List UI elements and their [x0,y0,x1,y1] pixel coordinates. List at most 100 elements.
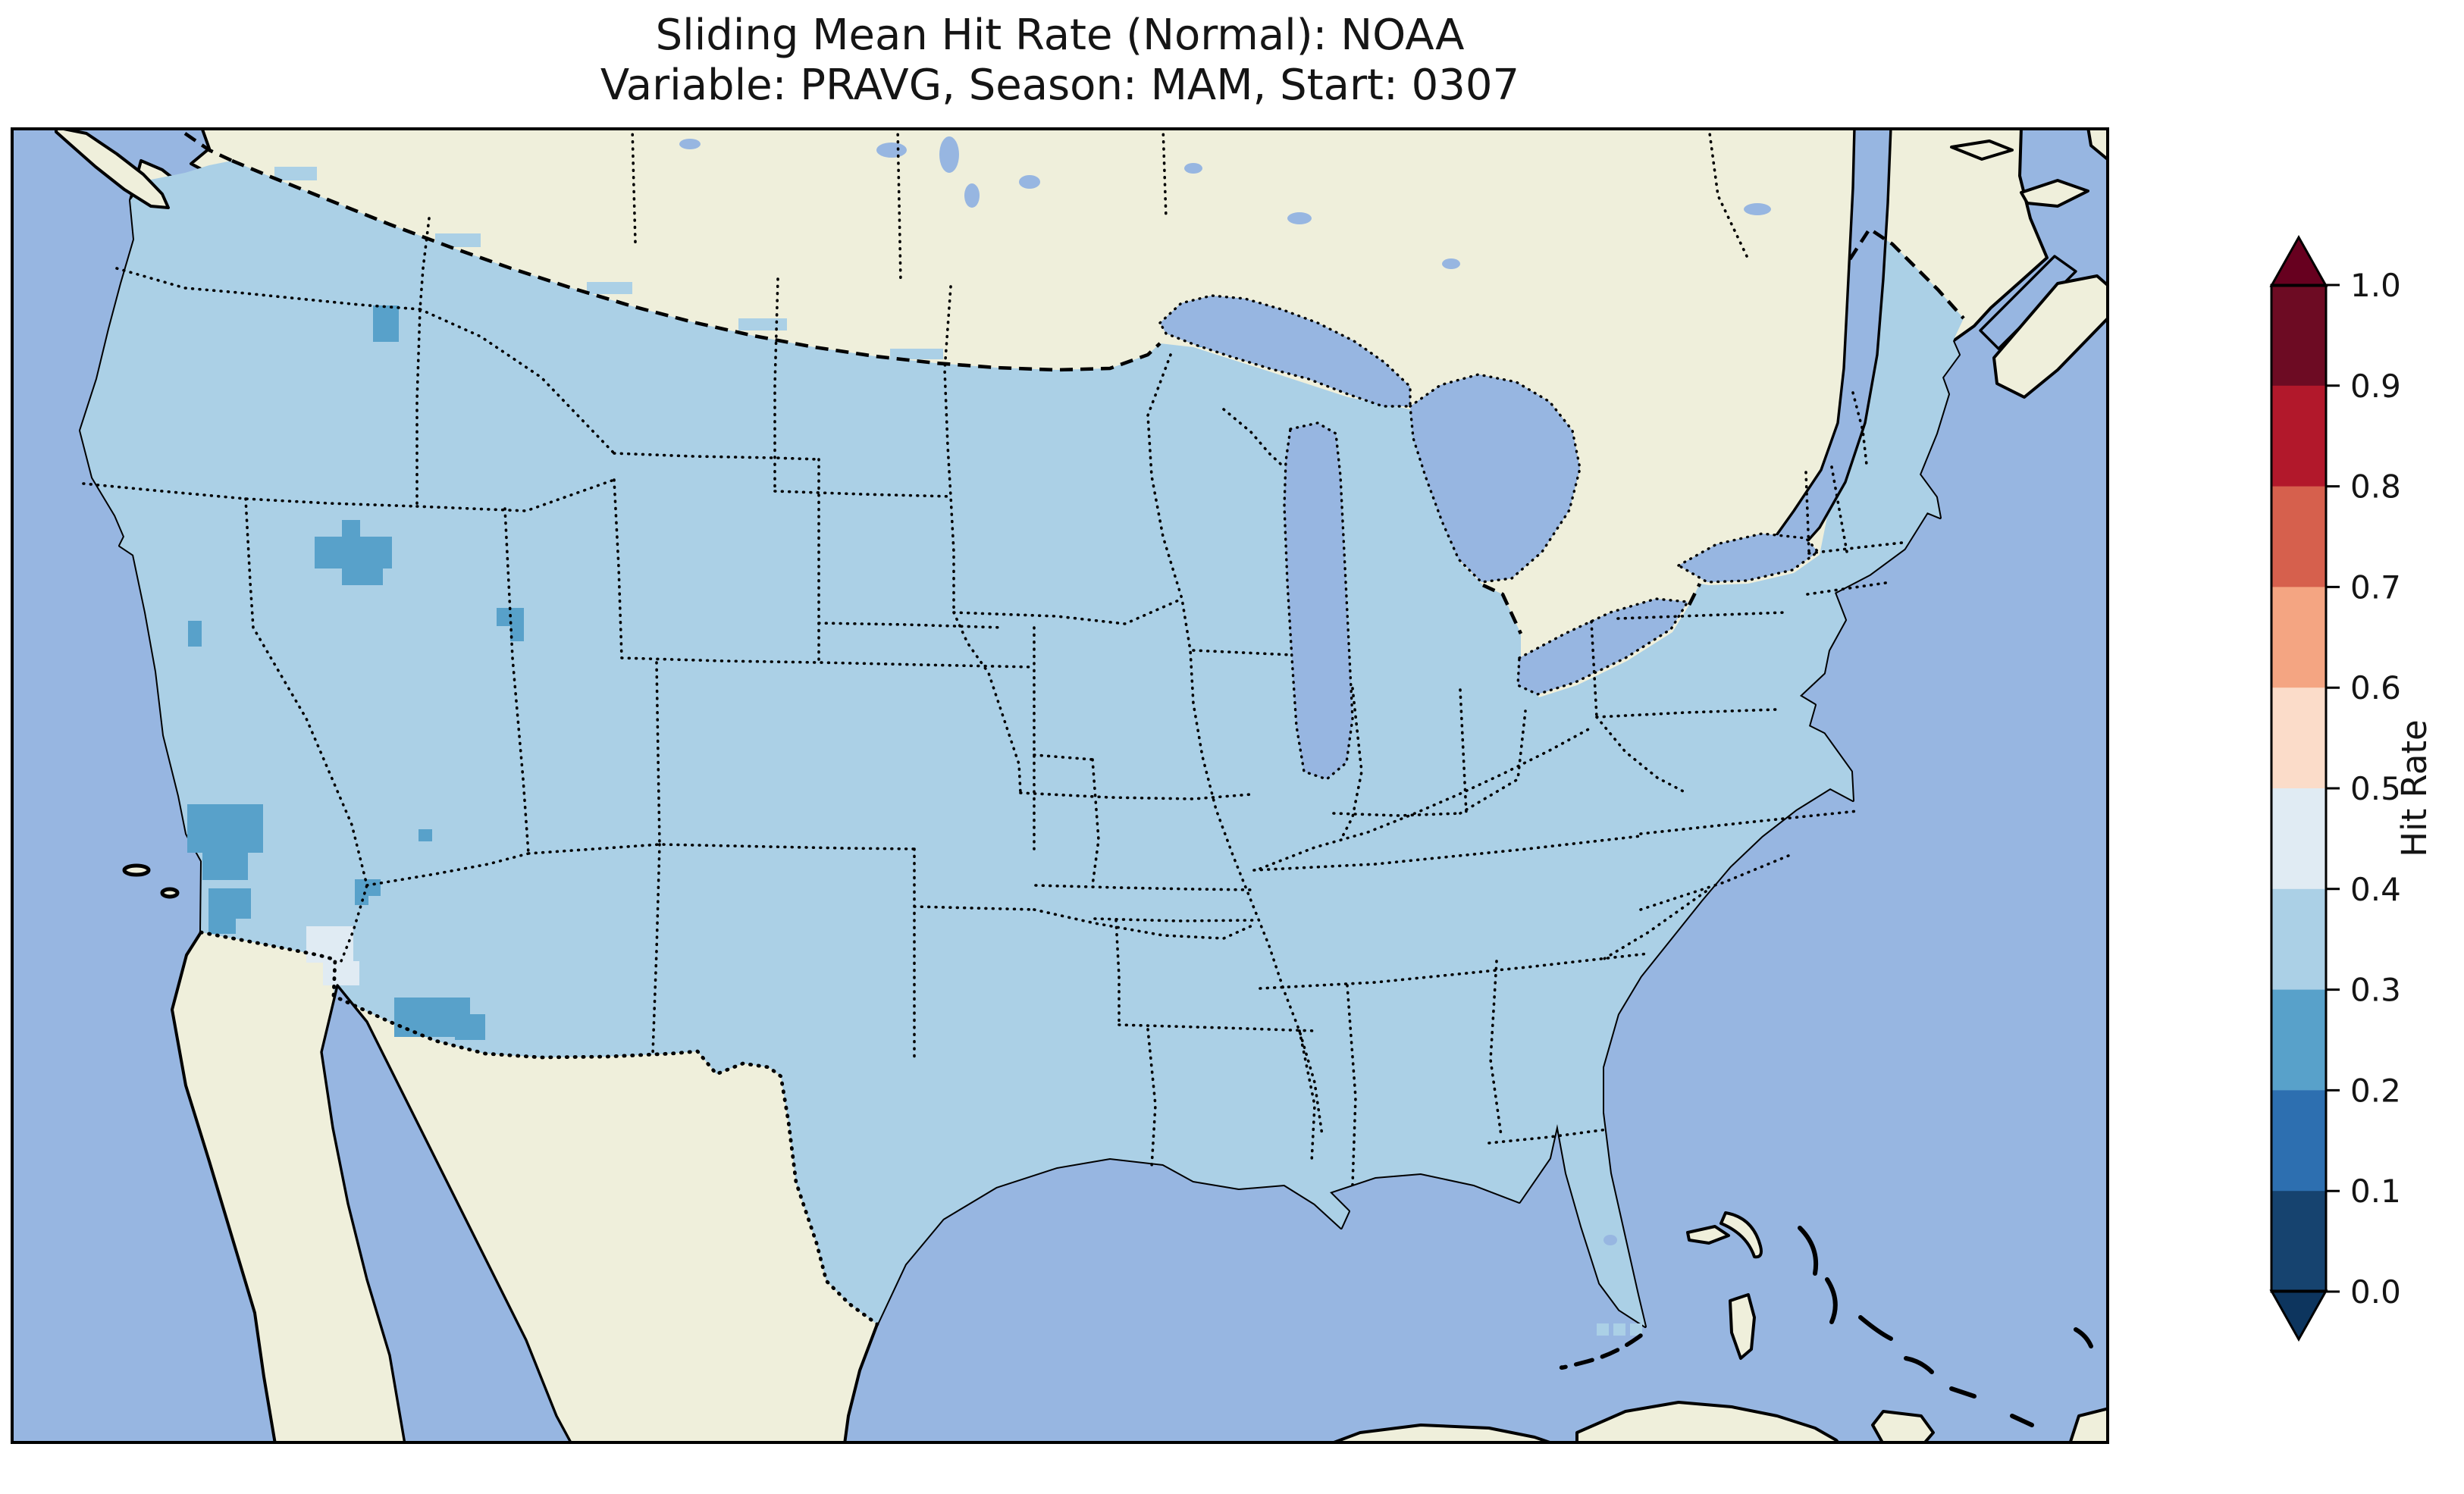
title-line-1: Sliding Mean Hit Rate (Normal): NOAA [655,11,1465,60]
colorbar-segment-0.7-0.8 [2271,486,2326,588]
border-arc-cell-4 [738,318,787,330]
colorbar-segment-0.2-0.3 [2271,989,2326,1092]
prince-edward-island [2020,179,2089,208]
turks-island [1949,1386,1977,1398]
socal-patch-south [202,853,248,880]
colorbar-tick-label: 1.0 [2350,267,2401,304]
state-borders-west [82,217,1034,1055]
border-arc-cell-5 [890,349,943,359]
colorbar-segment-0.9-1.0 [2271,285,2326,387]
st-lawrence-river [1770,127,1892,556]
colorbar-tick-label: 0.3 [2350,972,2401,1009]
colorbar-tick-label: 0.6 [2350,669,2401,706]
state-borders-northeast [1590,391,1904,794]
channel-island-1 [122,863,151,877]
colorbar-tick-label: 0.5 [2350,770,2401,807]
caicos-island [2010,1414,2034,1427]
colorbar-segment-0.8-0.9 [2271,385,2326,487]
lake-erie [1516,597,1689,696]
gulf-of-california [320,984,573,1444]
florida-strait-cell-1 [1597,1323,1609,1336]
state-borders-plains [773,277,1316,1169]
crooked-island [1904,1356,1934,1374]
lake-superior [1158,294,1412,408]
san-diego-patch-2 [236,888,251,919]
us-canada-border [183,132,1965,634]
vancouver-island [55,127,170,209]
hispaniola-corner [2068,1407,2109,1444]
arizona-cell [355,879,381,896]
small-lakes [679,136,2008,1245]
anticosti-island [1950,139,2014,161]
state-borders-mississippi-river [1146,353,1324,1137]
lake-huron [1409,373,1582,584]
newfoundland-corner [2086,127,2109,162]
state-borders-south [1252,810,1859,1186]
andros-island [1729,1293,1756,1360]
florida-strait-cell-3 [1630,1323,1642,1336]
eleuthera-island [1798,1226,1819,1276]
figure-title: Sliding Mean Hit Rate (Normal): NOAA Var… [11,11,2109,111]
channel-island-2 [160,887,180,899]
nova-scotia [1992,274,2109,399]
colorbar: 1.0 0.9 0.8 0.7 0.6 0.5 0.4 0.3 0.2 0.1 0.0 Hit Ra… [2269,234,2434,1342]
colorbar-ticks: 1.0 0.9 0.8 0.7 0.6 0.5 0.4 0.3 0.2 0.1 0.0 [2326,267,2401,1311]
cat-island [1825,1277,1838,1324]
colorbar-tick-label: 0.9 [2350,368,2401,405]
international-borders [183,132,1965,1326]
colorbar-tick-label: 0.1 [2350,1173,2401,1210]
colorbar-segment-0.3-0.4 [2271,888,2326,991]
colorbar-tick-label: 0.0 [2350,1273,2401,1311]
san-diego-patch [208,888,236,934]
map-border-frame [11,127,2109,1444]
long-island-bahamas [1858,1315,1893,1341]
florida-strait-cell-2 [1613,1323,1625,1336]
colorbar-segment-0.0-0.1 [2271,1191,2326,1292]
nevada-patch-bottom [342,567,383,585]
lake-ontario [1677,532,1820,584]
border-arc-cell-2 [435,233,481,247]
grand-bahama [1686,1225,1730,1245]
conus-data-region [80,161,1964,1326]
colorbar-tick-label: 0.7 [2350,568,2401,606]
cuba-east [1871,1410,1935,1444]
nevada-patch-main [315,537,392,568]
colorbar-area: 1.0 0.9 0.8 0.7 0.6 0.5 0.4 0.3 0.2 0.1 0.0 Hit Ra… [2244,212,2464,1395]
bay-of-fundy [1979,255,2077,350]
arizona-small-cell [419,829,432,841]
state-borders-midwest [1192,408,1593,870]
great-lakes [1158,294,1820,781]
florida-keys [1559,1333,1643,1370]
us-hit-rate-map [11,127,2109,1444]
colorbar-tick-label: 0.4 [2350,871,2401,908]
colorbar-segment-0.4-0.5 [2271,788,2326,890]
colorbar-under-arrow [2269,1289,2328,1342]
border-arc-cell-3 [587,282,632,294]
abaco-island [1719,1211,1763,1259]
islands [55,127,2109,1444]
us-mexico-border [199,930,879,1326]
map-panel [11,127,2109,1444]
lake-michigan [1283,421,1354,781]
yucatan-coast [1328,1424,1556,1444]
cuba [1575,1401,1841,1444]
sonora-border-patch-2 [455,1014,485,1040]
outer-cay [2074,1327,2093,1348]
colorbar-over-arrow [2269,234,2328,287]
sierra-cell [188,621,202,647]
colorbar-segment-0.5-0.6 [2271,687,2326,789]
colorado-river-pale-patch-2 [323,961,359,985]
nevada-patch-top [342,520,360,538]
utah-nevada-cell-2 [510,625,524,641]
colorbar-segments [2271,285,2326,1292]
colorbar-label: Hit Rate [2394,719,2434,857]
socal-patch-main [187,804,263,853]
colorbar-segment-0.6-0.7 [2271,587,2326,689]
title-line-2: Variable: PRAVG, Season: MAM, Start: 030… [600,61,1520,110]
colorbar-segment-0.1-0.2 [2271,1090,2326,1192]
idaho-patch [373,305,399,342]
border-arc-cell-1 [274,167,317,180]
colorbar-tick-label: 0.2 [2350,1072,2401,1109]
state-borders [82,127,1904,1186]
colorbar-tick-label: 0.8 [2350,468,2401,506]
